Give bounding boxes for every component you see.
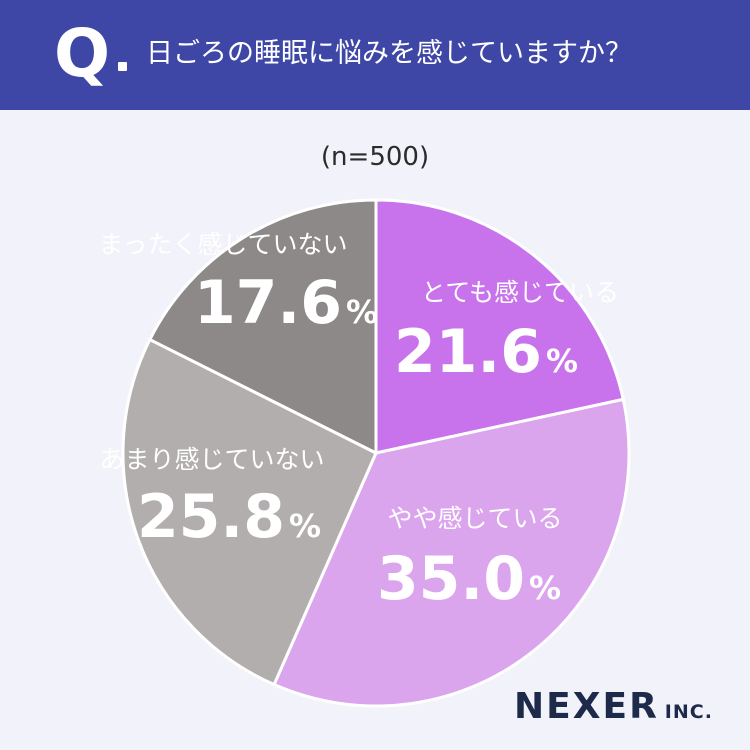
q-mark: Q (54, 15, 111, 92)
q-dot (118, 62, 127, 71)
question-header: Q 日ごろの睡眠に悩みを感じていますか？ (0, 0, 750, 110)
slice-value-not-at-all: 17.6% (194, 268, 378, 338)
sample-size: (n=500) (320, 142, 430, 172)
brand-logo: NEXER INC. (514, 686, 713, 727)
slice-label-not-much: あまり感じていない (99, 445, 324, 474)
slice-label-not-at-all: まったく感じていない (98, 230, 347, 259)
question-text: 日ごろの睡眠に悩みを感じていますか？ (146, 38, 632, 69)
slice-value-somewhat: 35.0% (377, 544, 561, 614)
pie-slice-very (374, 198, 625, 455)
brand-suffix: INC. (664, 701, 713, 723)
brand-name: NEXER (514, 686, 659, 727)
pie-slice-somewhat (272, 397, 631, 708)
pie-slice-not-much (121, 338, 378, 687)
pie-slice-not-at-all (148, 198, 378, 455)
slice-value-not-much: 25.8% (137, 482, 321, 552)
slice-value-very: 21.6% (394, 317, 578, 387)
slice-label-very: とても感じている (421, 278, 619, 307)
slice-label-somewhat: やや感じている (387, 504, 562, 533)
